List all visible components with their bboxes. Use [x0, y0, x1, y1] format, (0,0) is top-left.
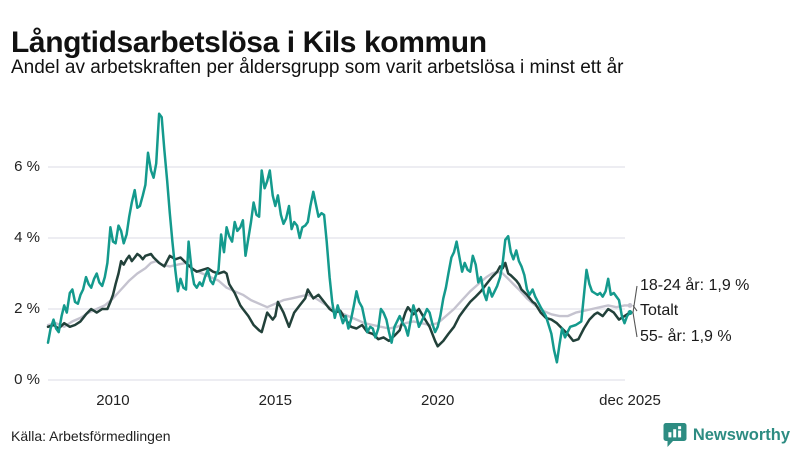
- y-tick-label-6: 6 %: [14, 158, 40, 175]
- end-dot-Totalt: [627, 303, 633, 308]
- line-series-55--år: [46, 252, 632, 348]
- y-tick-label-2: 2 %: [14, 300, 40, 317]
- page-title: Långtidsarbetslösa i Kils kommun: [11, 26, 487, 60]
- annotation-connector-1: [632, 305, 638, 312]
- line-series-18-24-år: [46, 112, 632, 364]
- x-tick-label-2015: 2015: [258, 392, 293, 409]
- line-series-Totalt: [46, 259, 632, 330]
- brand-name: Newsworthy: [692, 425, 790, 444]
- x-tick-label-2020: 2020: [421, 392, 455, 409]
- annotation-connector-2: [632, 312, 638, 338]
- x-tick-label-2010: 2010: [96, 392, 130, 409]
- newsworthy-logo-icon: [663, 422, 687, 448]
- series-label-55--år: 55- år: 1,9 %: [640, 328, 732, 345]
- end-dot-18-24-år: [627, 310, 633, 315]
- series-label-Totalt: Totalt: [640, 302, 679, 319]
- x-tick-label-dec-2025: dec 2025: [599, 392, 661, 409]
- annotation-connector-0: [632, 285, 638, 313]
- source-note: Källa: Arbetsförmedlingen: [11, 428, 171, 444]
- chart-subtitle: Andel av arbetskraften per åldersgrupp s…: [11, 57, 624, 78]
- brand-link[interactable]: Newsworthy: [663, 422, 790, 448]
- series-label-18-24-år: 18-24 år: 1,9 %: [640, 277, 750, 294]
- y-tick-label-4: 4 %: [14, 229, 40, 246]
- y-tick-label-0: 0 %: [14, 371, 40, 388]
